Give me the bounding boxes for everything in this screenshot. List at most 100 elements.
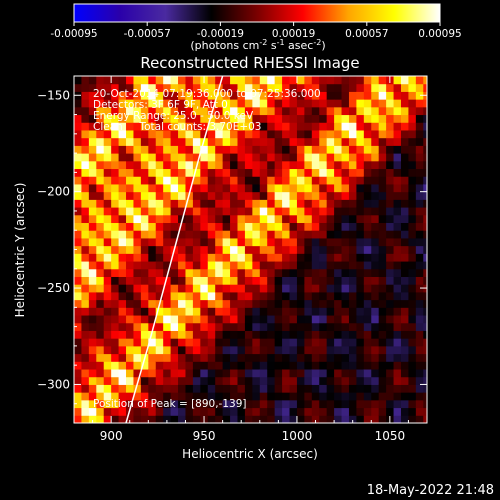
- heatmap-cell: [386, 261, 395, 270]
- heatmap-cell: [118, 384, 127, 393]
- heatmap-cell: [244, 153, 253, 162]
- heatmap-cell: [274, 199, 283, 208]
- heatmap-cell: [252, 214, 261, 224]
- heatmap-cell: [74, 376, 82, 385]
- heatmap-cell: [282, 399, 291, 409]
- heatmap-cell: [96, 106, 105, 116]
- heatmap-cell: [400, 83, 409, 92]
- heatmap-cell: [103, 129, 112, 139]
- heatmap-cell: [103, 183, 112, 193]
- heatmap-cell: [148, 237, 157, 247]
- heatmap-cell: [296, 361, 305, 370]
- heatmap-cell: [274, 315, 283, 324]
- heatmap-cell: [126, 276, 134, 285]
- heatmap-cell: [408, 315, 417, 324]
- heatmap-cell: [88, 353, 97, 362]
- heatmap-cell: [378, 276, 387, 285]
- heatmap-cell: [326, 284, 335, 293]
- heatmap-cell: [386, 153, 395, 162]
- heatmap-cell: [319, 76, 328, 85]
- heatmap-cell: [282, 183, 291, 193]
- heatmap-cell: [185, 268, 194, 277]
- heatmap-cell: [111, 330, 120, 339]
- heatmap-cell: [326, 129, 335, 139]
- heatmap-cell: [111, 99, 120, 108]
- heatmap-cell: [319, 114, 328, 123]
- heatmap-cell: [230, 91, 238, 100]
- heatmap-cell: [259, 268, 268, 277]
- heatmap-cell: [415, 268, 424, 277]
- heatmap-cell: [88, 191, 97, 200]
- heatmap-cell: [386, 315, 395, 324]
- heatmap-cell: [289, 261, 298, 270]
- heatmap-cell: [244, 91, 253, 100]
- heatmap-cell: [319, 284, 328, 293]
- heatmap-cell: [326, 183, 335, 193]
- heatmap-cell: [103, 137, 112, 146]
- heatmap-cell: [140, 284, 149, 293]
- heatmap-cell: [96, 361, 105, 370]
- heatmap-cell: [400, 114, 409, 123]
- heatmap-cell: [408, 245, 417, 254]
- heatmap-cell: [103, 160, 112, 170]
- heatmap-cell: [423, 183, 427, 193]
- heatmap-cell: [74, 183, 82, 193]
- heatmap-cell: [282, 345, 291, 355]
- heatmap-cell: [311, 145, 320, 154]
- heatmap-cell: [348, 307, 357, 316]
- heatmap-cell: [252, 222, 261, 231]
- heatmap-cell: [148, 399, 157, 409]
- heatmap-cell: [319, 322, 328, 331]
- heatmap-cell: [252, 407, 261, 416]
- y-tick-label: −250: [37, 281, 70, 295]
- heatmap-cell: [393, 183, 402, 193]
- heatmap-cell: [259, 122, 268, 131]
- heatmap-cell: [163, 353, 172, 362]
- heatmap-cell: [304, 91, 313, 100]
- heatmap-cell: [74, 338, 82, 347]
- heatmap-cell: [348, 261, 357, 270]
- heatmap-cell: [148, 322, 157, 331]
- heatmap-cell: [230, 83, 238, 92]
- heatmap-cell: [274, 268, 283, 277]
- heatmap-cell: [259, 137, 268, 146]
- heatmap-cell: [155, 291, 164, 301]
- heatmap-cell: [170, 345, 179, 355]
- heatmap-cell: [155, 191, 164, 200]
- heatmap-cell: [408, 207, 417, 216]
- heatmap-cell: [178, 137, 186, 146]
- heatmap-cell: [296, 315, 305, 324]
- heatmap-cell: [267, 407, 276, 416]
- heatmap-cell: [118, 322, 127, 331]
- heatmap-cell: [148, 353, 157, 362]
- heatmap-cell: [74, 176, 82, 185]
- heatmap-cell: [363, 345, 372, 355]
- heatmap-cell: [140, 345, 149, 355]
- heatmap-cell: [423, 322, 427, 331]
- heatmap-cell: [207, 99, 216, 108]
- heatmap-cell: [103, 415, 112, 423]
- heatmap-cell: [170, 291, 179, 301]
- heatmap-cell: [289, 369, 298, 378]
- heatmap-cell: [96, 276, 105, 285]
- heatmap-cell: [386, 330, 395, 339]
- heatmap-cell: [386, 384, 395, 393]
- heatmap-cell: [74, 353, 82, 362]
- heatmap-cell: [415, 76, 424, 85]
- heatmap-cell: [289, 114, 298, 123]
- heatmap-cell: [267, 392, 276, 401]
- heatmap-cell: [371, 137, 380, 146]
- heatmap-cell: [356, 376, 365, 385]
- heatmap-cell: [200, 183, 209, 193]
- heatmap-cell: [274, 338, 283, 347]
- heatmap-cell: [296, 253, 305, 262]
- heatmap-cell: [148, 183, 157, 193]
- heatmap-cell: [334, 369, 343, 378]
- heatmap-cell: [304, 369, 313, 378]
- heatmap-cell: [378, 99, 387, 108]
- heatmap-cell: [163, 114, 172, 123]
- heatmap-cell: [237, 106, 246, 116]
- heatmap-cell: [252, 384, 261, 393]
- heatmap-cell: [185, 353, 194, 362]
- heatmap-cell: [378, 245, 387, 254]
